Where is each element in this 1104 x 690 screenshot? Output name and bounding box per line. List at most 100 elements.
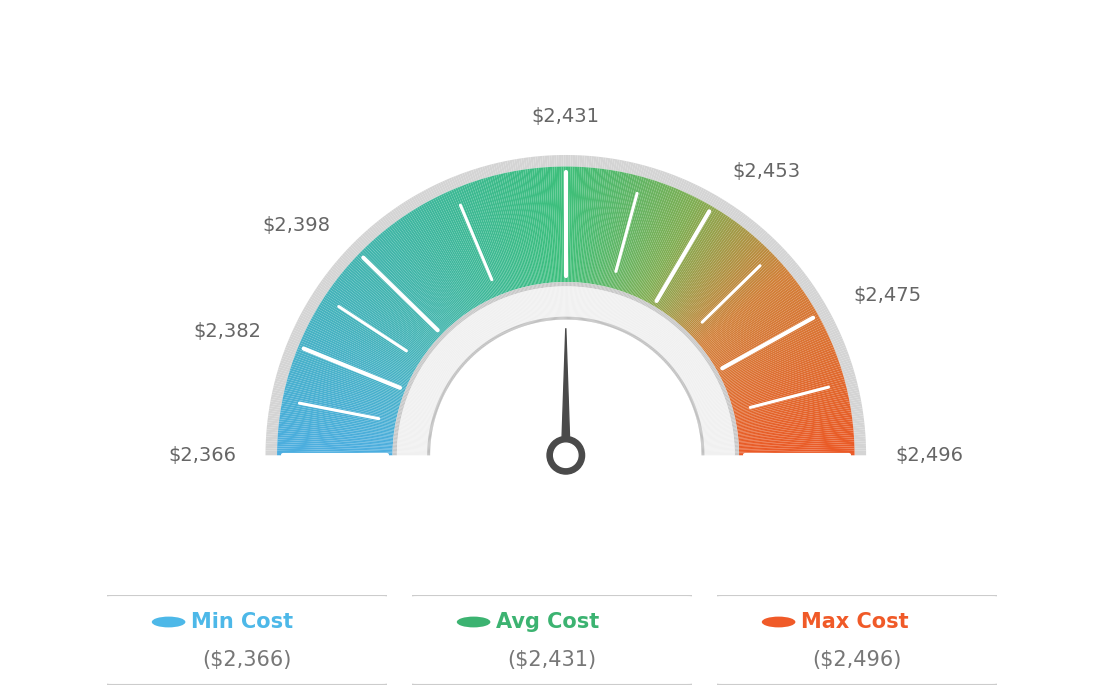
Wedge shape [316,286,327,295]
Wedge shape [453,329,475,355]
Wedge shape [684,388,688,390]
Wedge shape [677,178,683,189]
Wedge shape [435,197,488,301]
Wedge shape [266,432,278,435]
Wedge shape [482,344,485,347]
Wedge shape [531,157,534,168]
Wedge shape [683,244,764,329]
Wedge shape [698,423,701,424]
Wedge shape [638,337,640,341]
Wedge shape [698,413,730,422]
Wedge shape [815,302,826,311]
Wedge shape [477,311,495,340]
Wedge shape [587,169,604,284]
Wedge shape [433,415,436,417]
Wedge shape [682,369,712,387]
Wedge shape [429,347,434,351]
Wedge shape [831,338,843,345]
Wedge shape [662,215,729,312]
Wedge shape [671,320,676,324]
Wedge shape [335,262,344,271]
Wedge shape [548,167,556,282]
Wedge shape [648,304,651,308]
Wedge shape [693,397,724,409]
Wedge shape [509,328,511,332]
Wedge shape [694,187,702,198]
Wedge shape [448,333,473,358]
Wedge shape [664,359,666,362]
Wedge shape [814,300,825,308]
Wedge shape [654,326,676,352]
Wedge shape [607,175,638,288]
Wedge shape [720,385,725,388]
Wedge shape [843,371,854,377]
Wedge shape [592,319,593,322]
Wedge shape [617,160,622,172]
Wedge shape [512,290,514,295]
Wedge shape [724,337,830,385]
Wedge shape [650,306,654,310]
Wedge shape [655,208,716,308]
Wedge shape [266,444,277,446]
Wedge shape [667,220,735,315]
Wedge shape [637,337,639,340]
Wedge shape [700,426,732,433]
Wedge shape [497,296,500,300]
Wedge shape [397,435,431,440]
Wedge shape [628,333,630,335]
Wedge shape [591,170,608,284]
Wedge shape [267,424,278,428]
Wedge shape [450,331,474,356]
Wedge shape [652,325,675,351]
Wedge shape [768,241,778,251]
Wedge shape [615,179,650,290]
Wedge shape [670,319,675,324]
Wedge shape [689,397,692,400]
Wedge shape [645,198,699,302]
Wedge shape [575,287,580,320]
Wedge shape [406,385,412,388]
Wedge shape [603,293,613,325]
Wedge shape [489,304,506,335]
Wedge shape [383,215,392,226]
Wedge shape [277,440,393,447]
Wedge shape [692,406,696,408]
Wedge shape [656,309,660,313]
Wedge shape [850,404,862,408]
Wedge shape [461,185,505,294]
Wedge shape [736,406,850,427]
Wedge shape [443,391,445,394]
Wedge shape [687,183,693,194]
Wedge shape [403,408,435,418]
Wedge shape [427,453,431,454]
Wedge shape [662,358,666,361]
Wedge shape [656,351,658,354]
Wedge shape [626,293,628,298]
Wedge shape [739,426,853,439]
Wedge shape [646,343,648,346]
Wedge shape [394,435,399,437]
Wedge shape [319,283,330,291]
Wedge shape [421,359,425,362]
Text: $2,453: $2,453 [733,162,800,181]
Wedge shape [310,297,321,304]
Wedge shape [396,453,431,454]
Wedge shape [402,217,468,313]
Wedge shape [691,389,722,404]
Wedge shape [628,186,672,294]
Wedge shape [567,286,570,319]
Wedge shape [500,299,513,331]
Wedge shape [644,342,646,345]
Wedge shape [590,319,591,322]
Wedge shape [687,334,690,337]
Wedge shape [707,359,711,362]
Wedge shape [699,427,702,428]
Wedge shape [400,425,433,432]
Wedge shape [629,162,634,174]
Wedge shape [697,417,699,418]
Wedge shape [696,344,699,348]
Wedge shape [626,184,668,293]
Wedge shape [521,288,523,292]
Wedge shape [736,408,851,428]
Wedge shape [389,226,460,318]
